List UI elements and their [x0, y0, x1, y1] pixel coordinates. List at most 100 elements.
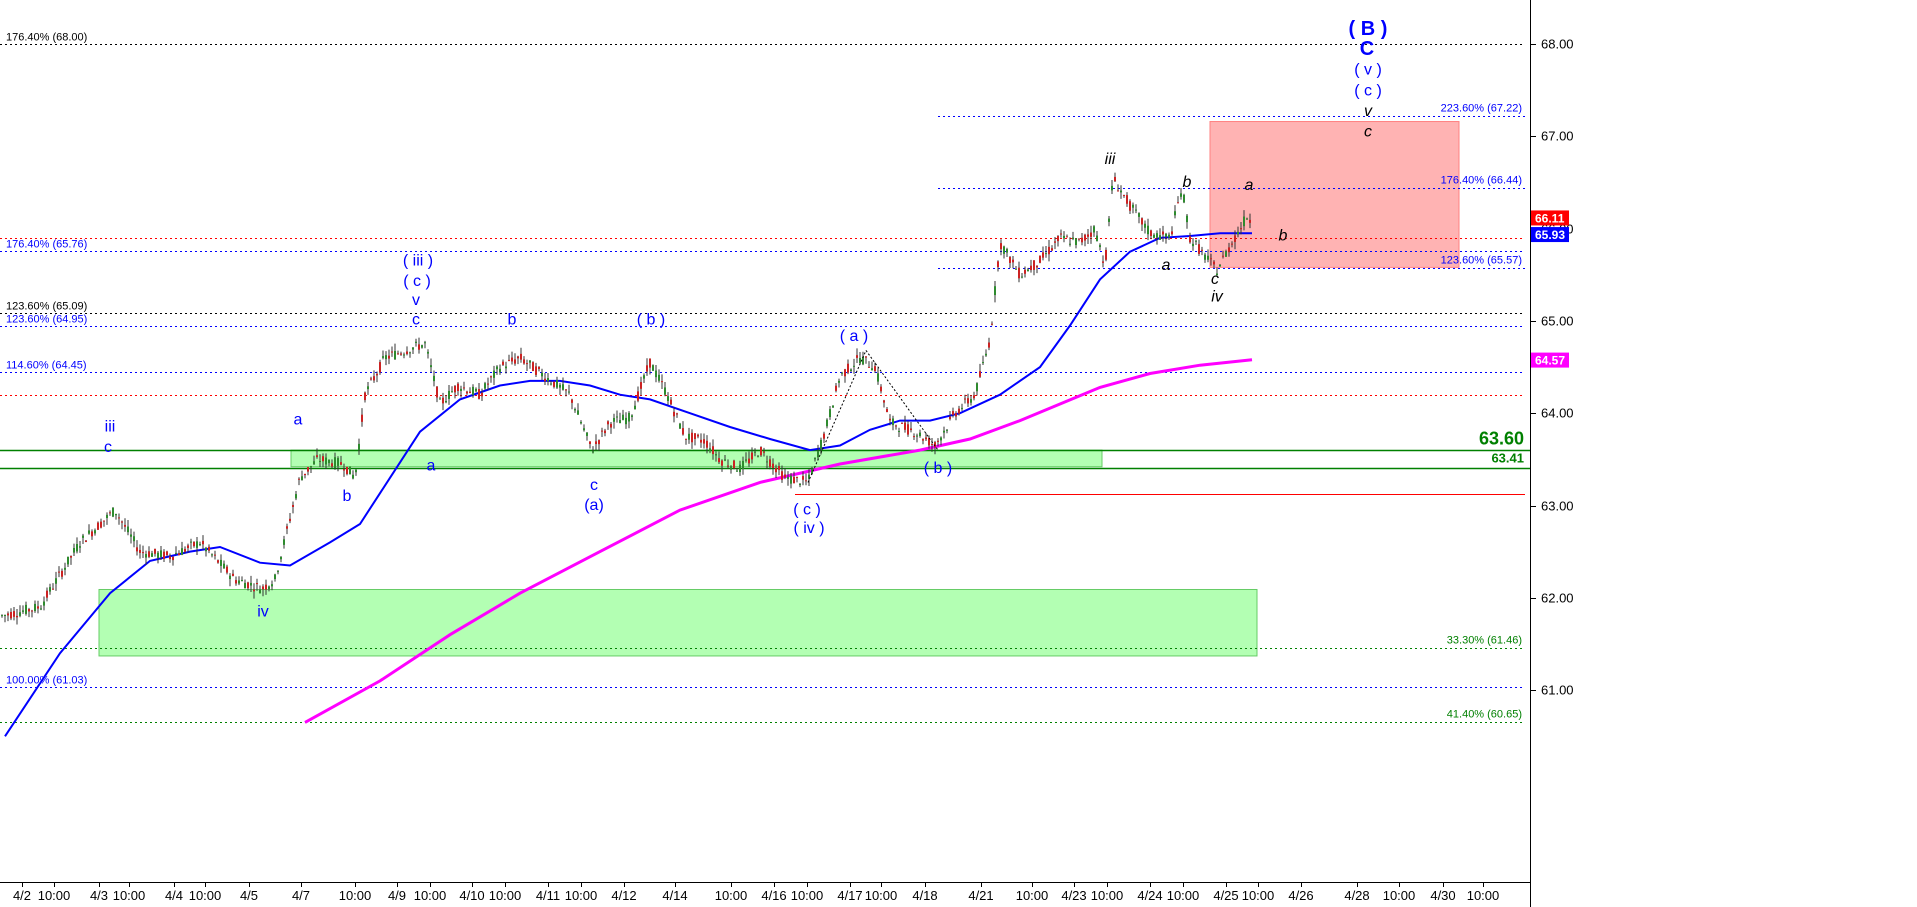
- candle: [625, 412, 627, 429]
- candle: [670, 396, 672, 405]
- candle-body: [967, 398, 969, 404]
- wave-label-10: b: [508, 312, 517, 329]
- candle-body: [598, 440, 600, 445]
- candle: [502, 359, 504, 367]
- candle: [1201, 246, 1203, 256]
- candle-body: [535, 366, 537, 375]
- candle: [1159, 228, 1161, 240]
- candle-body: [499, 368, 501, 373]
- candle-body: [253, 589, 255, 592]
- candle: [85, 539, 87, 543]
- candle-body: [115, 513, 117, 516]
- candle-body: [826, 419, 828, 427]
- candle: [385, 351, 387, 366]
- wave-label-28: ( c ): [1354, 83, 1382, 100]
- candle-body: [1204, 254, 1206, 260]
- candle-body: [85, 540, 87, 543]
- y-tick-label: 65.00: [1541, 314, 1574, 329]
- candle-body: [952, 411, 954, 415]
- x-tick-label: 4/21: [968, 888, 993, 903]
- wave-label-7: ( c ): [403, 273, 431, 290]
- candle: [577, 403, 579, 415]
- candle: [43, 596, 45, 611]
- candle-body: [280, 556, 282, 560]
- x-tick-label: 4/17: [837, 888, 862, 903]
- candle-body: [82, 535, 84, 538]
- candle: [115, 513, 117, 520]
- candle: [547, 373, 549, 386]
- candle: [238, 576, 240, 586]
- candle: [844, 368, 846, 383]
- candle-body: [79, 546, 81, 548]
- candle: [694, 433, 696, 446]
- candle: [541, 368, 543, 380]
- candle-body: [19, 612, 21, 616]
- candle-body: [43, 601, 45, 606]
- candle-body: [778, 465, 780, 470]
- fib-level-label-2: 176.40% (66.44): [1441, 175, 1522, 187]
- candle: [1036, 265, 1038, 274]
- candle: [235, 576, 237, 586]
- candle-body: [394, 350, 396, 360]
- candle: [283, 535, 285, 549]
- candle-body: [121, 521, 123, 523]
- candle-body: [1234, 235, 1236, 242]
- candle: [799, 483, 801, 488]
- candle: [208, 544, 210, 554]
- candle: [745, 452, 747, 463]
- candle: [355, 469, 357, 476]
- candle-body: [418, 344, 420, 350]
- candle-body: [739, 464, 741, 473]
- candle: [1027, 267, 1029, 272]
- candle: [1237, 226, 1239, 238]
- candle-body: [871, 368, 873, 371]
- fib-level-label-3: 176.40% (65.76): [6, 239, 87, 251]
- candle: [580, 420, 582, 425]
- candle: [1039, 255, 1041, 264]
- candle-body: [16, 615, 18, 618]
- candle: [1102, 255, 1104, 268]
- candle: [328, 459, 330, 467]
- candle-body: [196, 541, 198, 548]
- wave-label-9: c: [412, 312, 420, 329]
- candle: [574, 407, 576, 413]
- candle-body: [544, 378, 546, 382]
- candle-body: [124, 524, 126, 527]
- y-tick-label: 62.00: [1541, 591, 1574, 606]
- candle-body: [13, 611, 15, 617]
- candle-body: [724, 459, 726, 461]
- candle-body: [289, 518, 291, 522]
- candle-body: [133, 536, 135, 542]
- candle-body: [742, 460, 744, 470]
- candle: [550, 380, 552, 386]
- candle: [382, 350, 384, 360]
- candle-body: [412, 347, 414, 350]
- candle: [628, 411, 630, 429]
- zone-1: [98, 588, 1258, 657]
- candle: [454, 385, 456, 399]
- x-tick-label: 4/18: [912, 888, 937, 903]
- candle: [1234, 230, 1236, 250]
- candle-body: [697, 434, 699, 437]
- candle: [835, 383, 837, 393]
- candle: [682, 421, 684, 436]
- candle-body: [664, 387, 666, 395]
- candle-body: [37, 606, 39, 609]
- candle: [436, 385, 438, 403]
- candle: [466, 390, 468, 395]
- candle-body: [955, 413, 957, 417]
- candle-body: [469, 391, 471, 394]
- candle-body: [712, 446, 714, 455]
- candle-body: [127, 526, 129, 533]
- candle: [1180, 188, 1182, 200]
- candle: [544, 373, 546, 385]
- candle-body: [895, 425, 897, 427]
- candle-body: [1093, 226, 1095, 233]
- x-tick-label: 4/30: [1430, 888, 1455, 903]
- candle-body: [850, 369, 852, 372]
- candle-body: [556, 380, 558, 388]
- fib-level-label-5: 123.60% (65.09): [6, 301, 87, 313]
- candle-body: [832, 405, 834, 408]
- candle: [673, 407, 675, 423]
- candle: [880, 384, 882, 394]
